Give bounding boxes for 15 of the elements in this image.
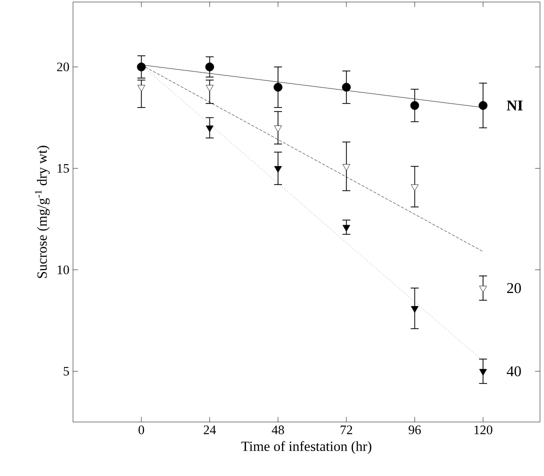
x-axis-title: Time of infestation (hr) xyxy=(241,441,372,454)
y-tick-label: 10 xyxy=(58,265,69,274)
y-tick-label: 20 xyxy=(57,62,69,72)
x-tick-label: 120 xyxy=(474,426,492,434)
x-tick-label: 96 xyxy=(408,426,421,434)
x-tick-label: 24 xyxy=(204,426,216,434)
x-tick-label: 48 xyxy=(272,426,284,434)
legend-label: 40 xyxy=(506,366,521,376)
y-axis-title: Sucrose (mg/g$^{-1}$ dry wt) xyxy=(35,146,50,278)
series-label: 20 xyxy=(507,283,521,294)
y-tick-label: 5 xyxy=(64,366,69,376)
x-tick-label: 72 xyxy=(340,426,352,434)
series-label: NI xyxy=(506,100,523,110)
y-tick-label: 15 xyxy=(58,164,69,173)
x-tick-label: 0 xyxy=(138,426,144,434)
